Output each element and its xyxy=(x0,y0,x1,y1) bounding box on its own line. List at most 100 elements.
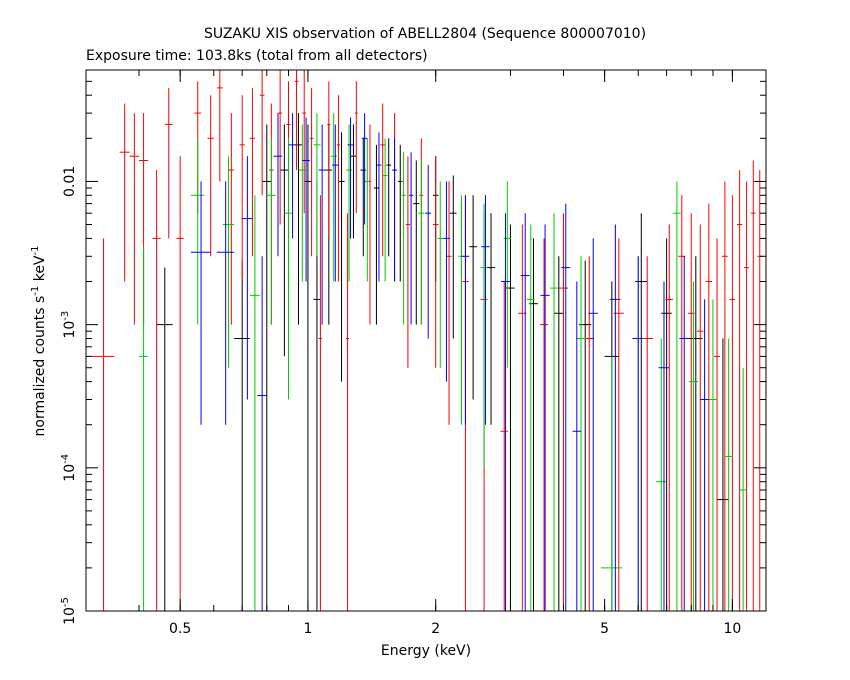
data-point xyxy=(554,256,564,611)
data-point xyxy=(641,256,653,611)
data-point xyxy=(458,195,465,425)
data-point xyxy=(673,181,681,611)
y-tick-label: 0.01 xyxy=(62,166,78,197)
data-point xyxy=(425,165,432,339)
data-point xyxy=(635,213,648,611)
y-axis-label-unit: keV xyxy=(32,255,48,286)
data-point xyxy=(401,152,406,325)
data-point xyxy=(327,81,331,239)
data-point xyxy=(750,160,756,611)
data-point xyxy=(442,181,450,382)
data-point xyxy=(284,138,293,400)
data-point xyxy=(588,238,598,611)
data-point xyxy=(550,213,558,611)
data-point xyxy=(361,113,368,225)
data-point xyxy=(461,195,470,425)
y-tick-label-exp: -5 xyxy=(60,597,71,607)
data-point xyxy=(249,195,260,611)
data-point xyxy=(449,175,457,339)
data-point xyxy=(432,156,439,368)
y-tick-label-base: 10 xyxy=(62,321,78,339)
data-point xyxy=(257,256,267,611)
data-point xyxy=(700,299,709,611)
data-point xyxy=(277,70,283,225)
x-ticks: 0.5 1 2 5 10 xyxy=(85,70,741,637)
data-point xyxy=(610,224,621,611)
data-point xyxy=(346,213,350,611)
data-point xyxy=(736,170,743,611)
data-point xyxy=(481,195,490,425)
x-tick-label: 5 xyxy=(600,621,609,637)
x-tick-label: 2 xyxy=(431,621,440,637)
data-point xyxy=(239,95,245,282)
data-point xyxy=(139,246,149,611)
y-axis-label: normalized counts s-1 keV-1 xyxy=(30,246,48,437)
data-point xyxy=(164,87,173,239)
y-tick-label: 10-4 xyxy=(60,454,78,482)
data-point xyxy=(739,367,747,611)
data-point xyxy=(665,224,674,611)
data-point xyxy=(575,256,587,611)
data-point xyxy=(743,181,750,611)
data-point xyxy=(294,70,299,171)
data-point xyxy=(216,181,235,425)
data-point xyxy=(302,117,310,282)
data-point xyxy=(500,213,510,611)
data-point xyxy=(398,144,403,282)
x-tick-label: 0.5 xyxy=(169,621,191,637)
data-point xyxy=(313,113,321,257)
data-point xyxy=(658,281,670,611)
data-point xyxy=(259,70,265,196)
data-point xyxy=(696,224,704,611)
data-point xyxy=(190,138,205,325)
y-axis-label-main: normalized counts s xyxy=(32,296,48,437)
y-tick-label-exp: -4 xyxy=(60,454,71,464)
data-point xyxy=(332,124,339,282)
data-point xyxy=(408,152,414,325)
data-point xyxy=(309,87,314,257)
data-point xyxy=(347,117,354,239)
x-tick-label: 1 xyxy=(303,621,312,637)
data-point xyxy=(572,281,582,611)
data-point xyxy=(632,256,644,611)
data-point xyxy=(273,113,283,257)
y-ticks: 10-510-410-30.01 xyxy=(60,69,766,625)
data-point xyxy=(708,299,718,611)
data-point xyxy=(330,113,337,282)
y-tick-label-exp: -3 xyxy=(60,311,71,321)
data-point xyxy=(298,124,307,282)
data-point xyxy=(688,281,699,611)
data-point xyxy=(262,124,272,611)
data-point xyxy=(584,256,594,611)
y-tick-label-base: 10 xyxy=(62,464,78,482)
data-point xyxy=(216,70,223,182)
data-point xyxy=(480,203,488,468)
plot-frame xyxy=(85,69,767,612)
data-point xyxy=(176,156,184,611)
data-point xyxy=(152,170,161,611)
data-point xyxy=(729,195,736,611)
data-point xyxy=(380,103,386,257)
chart-subtitle: Exposure time: 103.8ks (total from all d… xyxy=(86,48,428,64)
data-point xyxy=(437,181,443,368)
data-point xyxy=(386,138,392,257)
series-3 xyxy=(190,113,709,611)
data-point xyxy=(655,338,667,611)
data-point xyxy=(721,181,728,611)
data-point xyxy=(724,338,733,611)
data-point xyxy=(207,95,214,257)
data-point xyxy=(540,224,550,611)
data-point xyxy=(600,356,623,611)
data-point xyxy=(318,124,326,325)
data-point xyxy=(350,124,357,239)
data-point xyxy=(679,256,689,611)
data-point xyxy=(413,160,420,325)
data-point xyxy=(346,124,352,282)
x-axis-label: Energy (keV) xyxy=(381,643,471,659)
data-point xyxy=(156,267,173,611)
data-point xyxy=(446,181,452,425)
data-point xyxy=(92,238,115,611)
data-point xyxy=(661,238,672,611)
data-point xyxy=(318,195,323,611)
